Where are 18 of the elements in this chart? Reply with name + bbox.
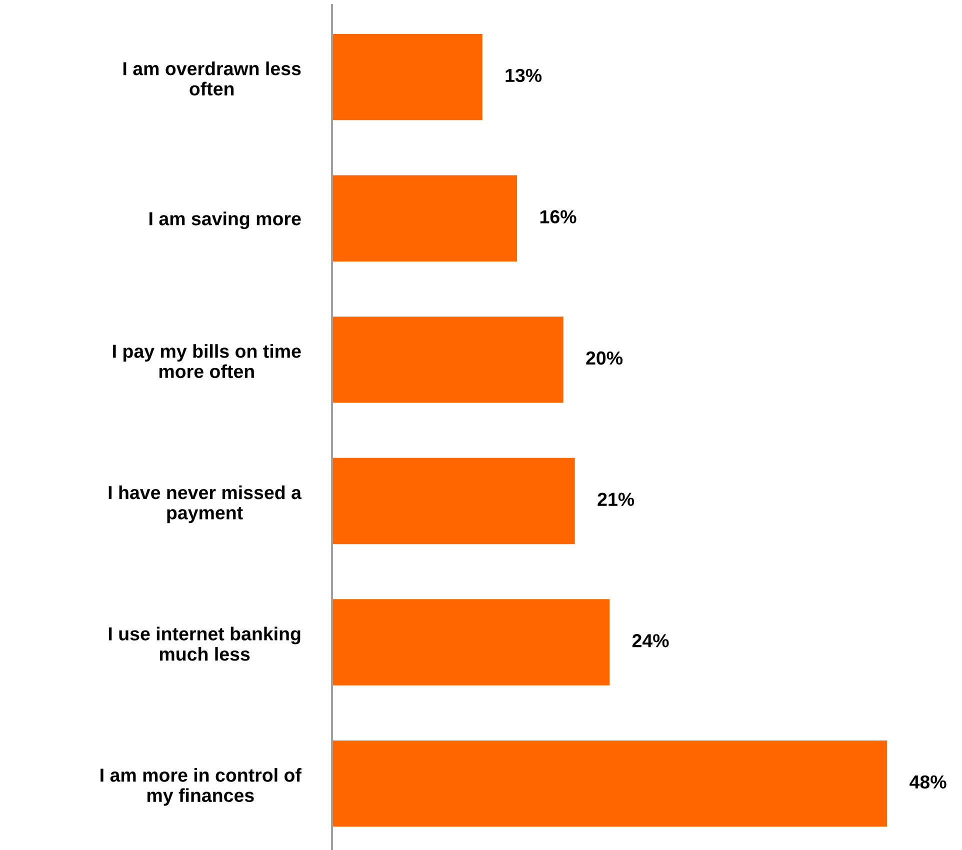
data-label: 24% (632, 634, 669, 648)
y-tick-label: I am overdrawn less often (123, 62, 301, 96)
bar (332, 34, 482, 120)
bar (332, 458, 575, 544)
bar (332, 599, 610, 686)
y-tick-label: I am more in control of my finances (100, 768, 302, 806)
y-tick-label: I have never missed a payment (108, 485, 302, 524)
data-label: 21% (598, 492, 634, 506)
y-tick-label: I am saving more (150, 212, 301, 230)
data-label: 48% (910, 775, 946, 789)
data-label: 20% (586, 351, 623, 365)
data-label: 16% (540, 210, 576, 224)
bar (332, 316, 564, 403)
data-label: 13% (506, 68, 542, 82)
y-tick-label: I pay my bills on time more often (113, 344, 301, 378)
bar (332, 740, 888, 827)
y-tick-label: I use internet banking much less (108, 626, 300, 661)
bar (332, 175, 518, 262)
